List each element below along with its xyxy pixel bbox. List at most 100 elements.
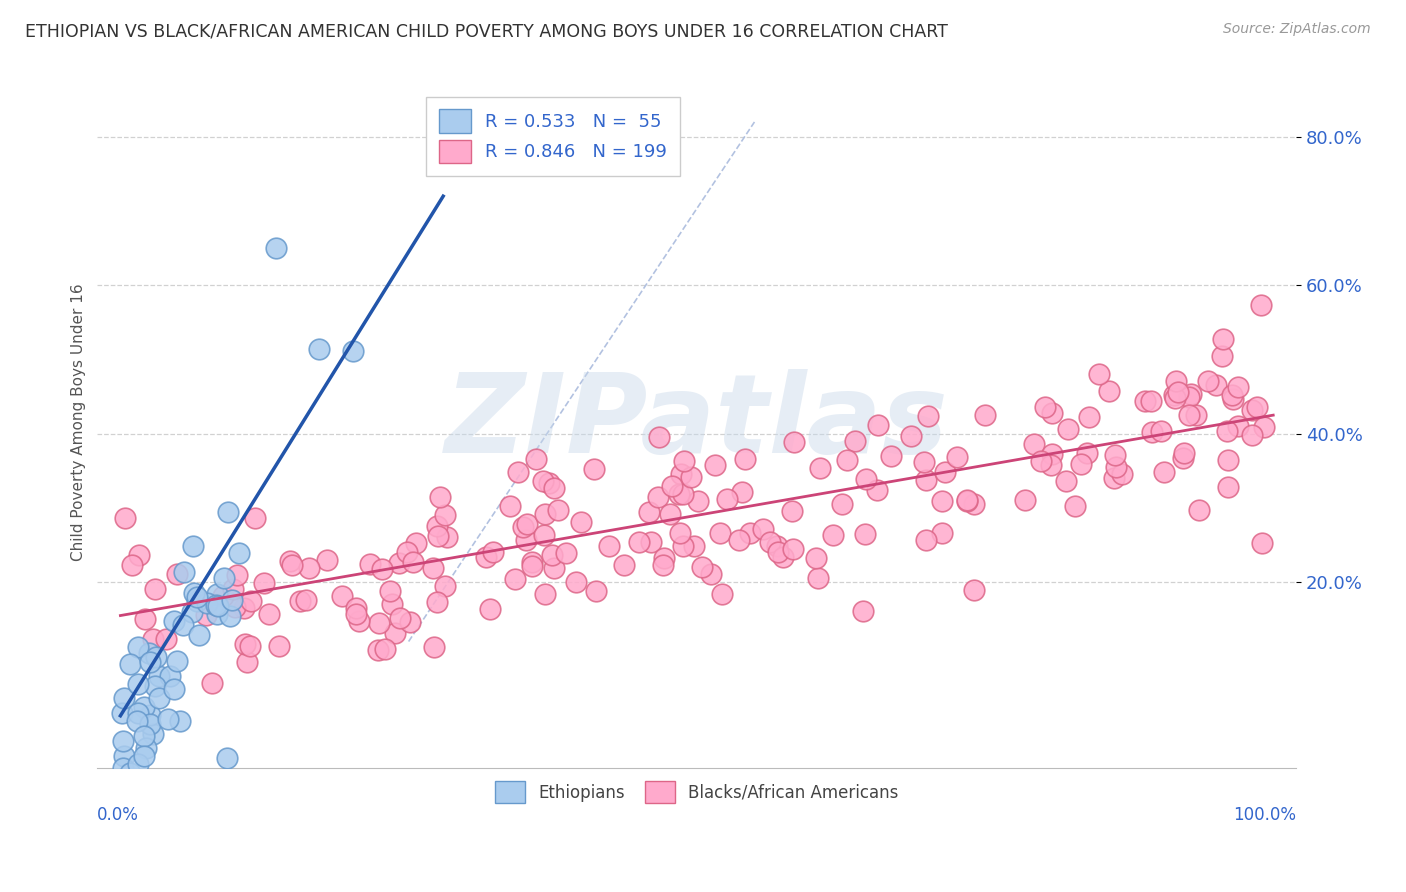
Point xyxy=(917,409,939,424)
Point xyxy=(515,533,537,547)
Point xyxy=(475,550,498,565)
Point xyxy=(205,587,228,601)
Point xyxy=(1140,393,1163,408)
Text: 100.0%: 100.0% xyxy=(1233,805,1296,823)
Point xyxy=(221,592,243,607)
Point xyxy=(388,556,411,570)
Point xyxy=(1111,467,1133,482)
Point xyxy=(866,483,889,498)
Point xyxy=(661,479,683,493)
Point xyxy=(1040,447,1063,461)
Point xyxy=(236,655,259,669)
Point xyxy=(1104,449,1126,463)
Point xyxy=(134,729,156,743)
Point xyxy=(128,785,150,799)
Point xyxy=(169,714,191,728)
Point xyxy=(402,555,425,569)
Point xyxy=(380,584,402,599)
Point xyxy=(257,607,280,621)
Point xyxy=(233,636,256,650)
Point xyxy=(388,611,411,625)
Text: ZIPatlas: ZIPatlas xyxy=(444,369,949,476)
Point xyxy=(132,749,155,764)
Point xyxy=(807,571,830,585)
Point xyxy=(426,595,449,609)
Point xyxy=(166,655,188,669)
Point xyxy=(298,560,321,574)
Point xyxy=(342,344,364,359)
Point xyxy=(347,614,370,628)
Point xyxy=(914,533,936,547)
Point xyxy=(481,545,503,559)
Text: 0.0%: 0.0% xyxy=(97,805,139,823)
Point xyxy=(128,548,150,562)
Point xyxy=(370,562,392,576)
Point xyxy=(479,601,502,615)
Point xyxy=(112,691,135,706)
Point xyxy=(399,615,422,630)
Point xyxy=(201,675,224,690)
Point xyxy=(127,706,149,720)
Point xyxy=(205,607,228,621)
Point xyxy=(111,761,134,775)
Point xyxy=(288,594,311,608)
Point xyxy=(143,582,166,596)
Point xyxy=(1150,424,1173,438)
Point xyxy=(740,526,762,541)
Point xyxy=(658,507,681,521)
Point xyxy=(1070,458,1092,472)
Point xyxy=(569,515,592,529)
Point xyxy=(1078,409,1101,424)
Point xyxy=(931,494,953,508)
Point xyxy=(374,641,396,656)
Point xyxy=(700,567,723,582)
Point xyxy=(844,434,866,448)
Point xyxy=(716,491,738,506)
Point xyxy=(134,612,156,626)
Point xyxy=(281,558,304,572)
Point xyxy=(422,561,444,575)
Point xyxy=(436,530,458,544)
Point xyxy=(1178,391,1201,405)
Point xyxy=(945,450,967,465)
Point xyxy=(1014,493,1036,508)
Point xyxy=(900,429,922,443)
Point xyxy=(955,493,977,508)
Point xyxy=(172,618,194,632)
Point xyxy=(1188,503,1211,517)
Point xyxy=(931,526,953,541)
Point xyxy=(1024,436,1046,450)
Point xyxy=(555,546,578,560)
Point xyxy=(188,628,211,642)
Point xyxy=(783,435,806,450)
Point xyxy=(1167,384,1189,399)
Point xyxy=(690,560,713,574)
Point xyxy=(155,632,177,647)
Point xyxy=(766,544,789,558)
Point xyxy=(278,554,301,568)
Text: ETHIOPIAN VS BLACK/AFRICAN AMERICAN CHILD POVERTY AMONG BOYS UNDER 16 CORRELATIO: ETHIOPIAN VS BLACK/AFRICAN AMERICAN CHIL… xyxy=(25,22,948,40)
Point xyxy=(915,473,938,487)
Point xyxy=(142,632,165,647)
Point xyxy=(1253,420,1275,434)
Point xyxy=(1222,388,1244,402)
Point xyxy=(1212,333,1234,347)
Point xyxy=(1056,474,1078,488)
Point xyxy=(974,408,997,422)
Point xyxy=(186,591,208,605)
Point xyxy=(963,497,986,511)
Point xyxy=(853,526,876,541)
Point xyxy=(672,487,695,501)
Point xyxy=(217,506,239,520)
Legend: Ethiopians, Blacks/African Americans: Ethiopians, Blacks/African Americans xyxy=(486,773,907,811)
Point xyxy=(835,453,858,467)
Point xyxy=(183,586,205,600)
Point xyxy=(734,452,756,467)
Point xyxy=(163,682,186,697)
Point xyxy=(148,668,170,682)
Point xyxy=(1177,408,1199,422)
Point xyxy=(640,535,662,549)
Point xyxy=(224,599,246,614)
Point xyxy=(752,522,775,536)
Point xyxy=(543,561,565,575)
